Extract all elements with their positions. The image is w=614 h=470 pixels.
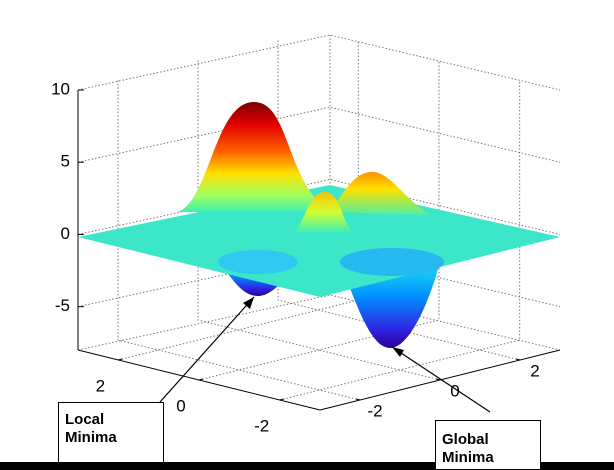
z-tick-label: 10 [51,79,70,98]
grid [77,34,561,401]
annotation: Local Minima [58,402,164,463]
tick-mark [515,358,521,361]
arrow-head [243,297,254,309]
y-tick-label: 0 [176,396,185,415]
grid-line [117,80,361,401]
z-tick-label: 5 [61,152,70,171]
tick-mark [435,378,441,381]
z-tick-label: 0 [61,224,70,243]
box-edge [77,294,561,351]
tick-mark [198,378,204,381]
x-tick-label: -2 [367,401,382,420]
zero-plane [78,185,560,297]
bottom-bar [0,462,614,470]
grid-line [277,40,521,361]
grid-line [118,40,359,361]
axes: -5 0 5 10 -2 0 2 -2 0 2 [51,79,561,435]
x-tick-label: 2 [530,361,539,380]
grid-line [198,60,440,381]
tick-mark [118,358,123,361]
arrow [159,296,255,403]
annotation: Global Minima [435,420,541,470]
grid-line [279,80,521,401]
grid-line [197,60,441,381]
y-tick-label: 2 [96,376,105,395]
surface [78,101,560,348]
pit-rim [340,248,444,276]
tick-mark [279,398,284,401]
bump [295,192,352,232]
pit-rim [218,250,298,274]
z-tick-label: -5 [55,296,70,315]
peak [178,101,330,212]
hill [330,172,430,215]
arrow [391,346,491,413]
x-tick-label: 0 [450,381,459,400]
grid-line [77,106,561,163]
arrow-head [392,347,404,357]
tick-mark [355,398,361,401]
grid-line [77,34,561,91]
y-tick-label: -2 [254,416,269,435]
